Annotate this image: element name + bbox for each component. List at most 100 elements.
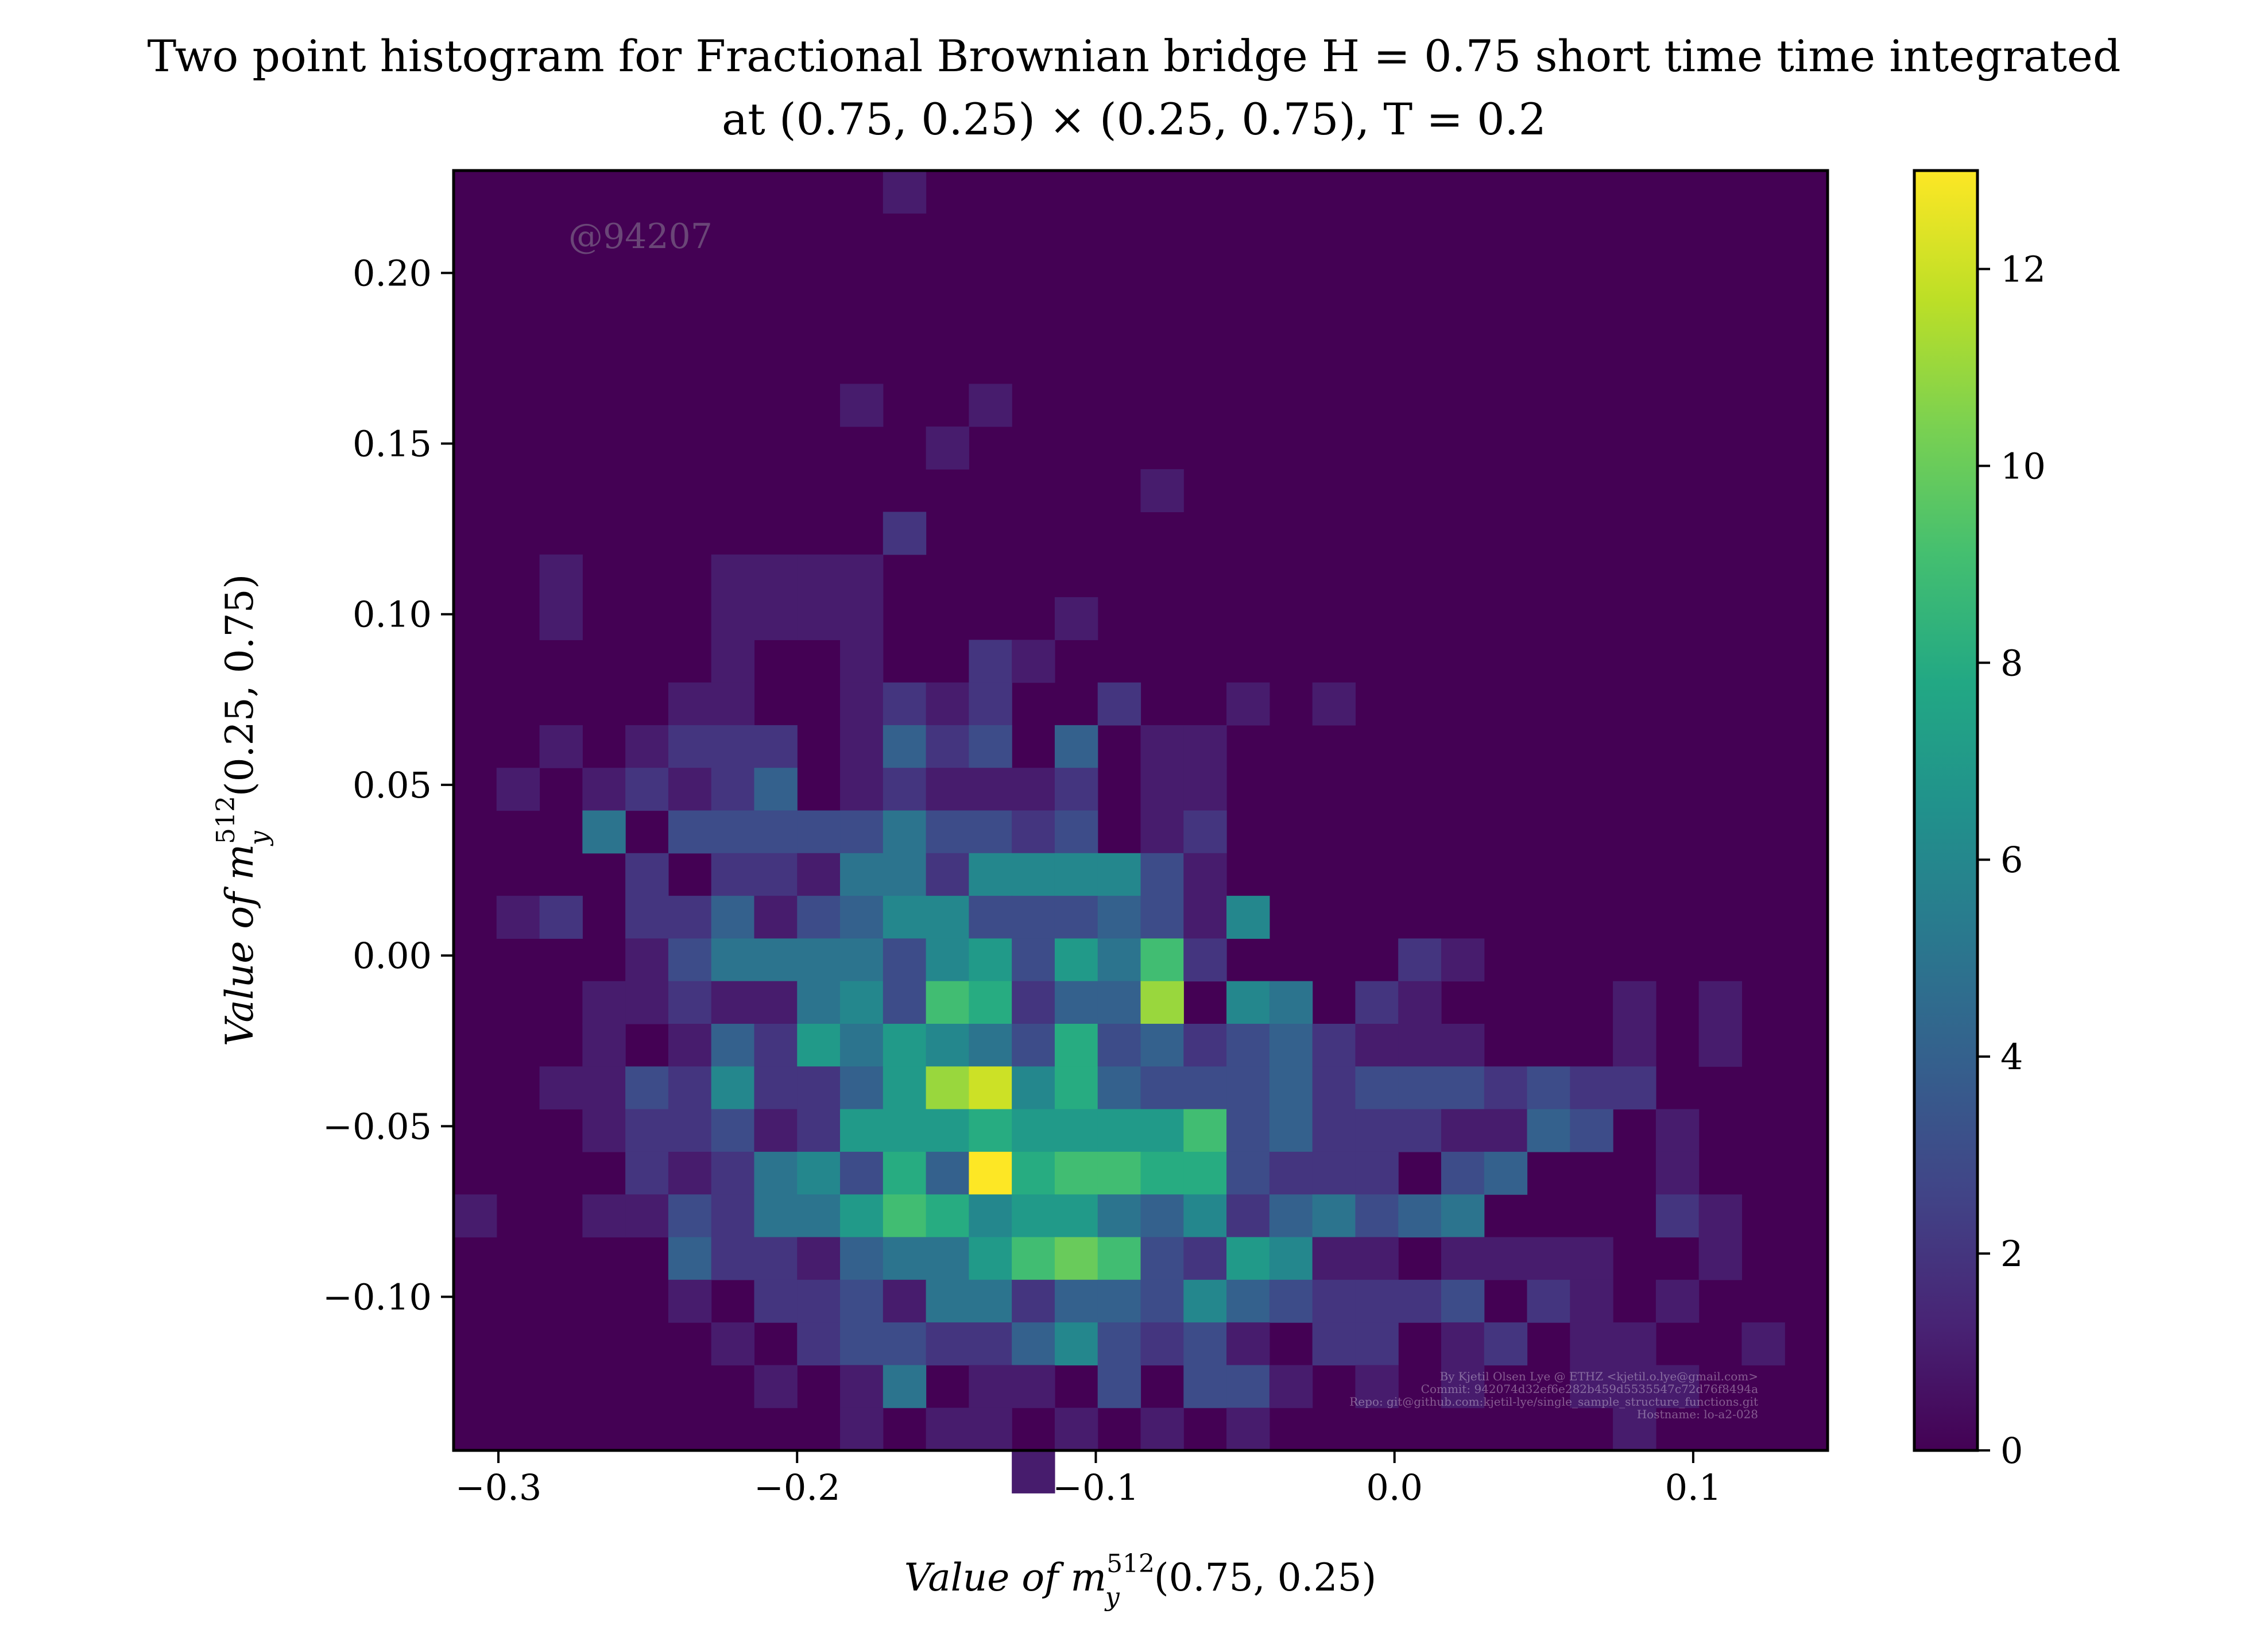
histogram-cell [1655, 1365, 1700, 1408]
histogram-cell [1140, 768, 1184, 811]
histogram-cell [1570, 1322, 1613, 1365]
histogram-cell [1054, 1151, 1098, 1195]
histogram-cell [840, 1322, 884, 1365]
histogram-cell [1570, 1237, 1613, 1280]
histogram-cell [969, 1237, 1012, 1280]
histogram-cell [883, 1151, 927, 1195]
histogram-cell [668, 896, 712, 939]
histogram-cell [711, 597, 755, 640]
histogram-cell [711, 1024, 755, 1067]
histogram-cell [840, 1407, 884, 1451]
histogram-cell [1613, 1365, 1657, 1408]
histogram-cell [668, 938, 712, 982]
histogram-cell [926, 938, 969, 982]
histogram-cell [797, 597, 841, 640]
histogram-cell [1655, 1151, 1700, 1195]
histogram-cell [754, 1109, 798, 1152]
histogram-cell [1183, 1109, 1227, 1152]
watermark-text: @94207 [568, 216, 713, 257]
histogram-cell [883, 1365, 927, 1408]
histogram-cell [1140, 1407, 1184, 1451]
histogram-cell [840, 768, 884, 811]
colorbar [1913, 169, 1979, 1452]
histogram-cell [926, 1194, 969, 1238]
histogram-cell [1484, 1151, 1528, 1195]
histogram-cell [1698, 981, 1743, 1024]
histogram-cell [969, 981, 1012, 1024]
histogram-cell [1441, 1066, 1485, 1110]
histogram-cell [711, 1322, 755, 1365]
histogram-cell [1269, 1365, 1313, 1408]
histogram-cell [539, 597, 583, 640]
histogram-cell [1613, 1407, 1657, 1451]
histogram-cell [496, 768, 540, 811]
histogram-cell [711, 1194, 755, 1238]
colorbar-tick-label: 0 [2000, 1430, 2023, 1472]
histogram-cell [1012, 1151, 1055, 1195]
y-axis-label-post: (0.25, 0.75) [218, 574, 262, 796]
histogram-cell [1570, 1279, 1613, 1323]
histogram-cell [582, 1109, 626, 1152]
histogram-cell [1097, 1151, 1141, 1195]
x-tick-label: 0.1 [1665, 1466, 1722, 1508]
histogram-cell [1140, 938, 1184, 982]
colorbar-tick-label: 2 [2000, 1233, 2023, 1275]
histogram-cell [840, 981, 884, 1024]
histogram-cell [1140, 1237, 1184, 1280]
histogram-cell [1570, 1109, 1613, 1152]
x-tick-label: −0.1 [1052, 1466, 1139, 1508]
histogram-cell [1097, 1109, 1141, 1152]
histogram-cell [1183, 768, 1227, 811]
histogram-cell [754, 725, 798, 768]
histogram-cell [582, 1024, 626, 1067]
histogram-cell [668, 1066, 712, 1110]
histogram-cell [754, 1237, 798, 1280]
histogram-cell [797, 810, 841, 854]
histogram-cell [754, 1066, 798, 1110]
y-axis-label-sub: y [245, 830, 274, 846]
histogram-cell [1269, 981, 1313, 1024]
histogram-cell [926, 1151, 969, 1195]
histogram-cell [840, 1066, 884, 1110]
histogram-cell [840, 1109, 884, 1152]
histogram-cell [1097, 1194, 1141, 1238]
histogram-cell [1097, 938, 1141, 982]
x-axis-label-post: (0.75, 0.25) [1154, 1555, 1376, 1600]
histogram-cell [711, 640, 755, 683]
histogram-cell [711, 1237, 755, 1280]
histogram-cell [1312, 1024, 1356, 1067]
histogram-cell [1484, 1066, 1528, 1110]
histogram-cell [1140, 1194, 1184, 1238]
histogram-cell [1655, 1279, 1700, 1323]
histogram-cell [1441, 1024, 1485, 1067]
histogram-cell [754, 810, 798, 854]
x-tick-label: −0.3 [455, 1466, 542, 1508]
histogram-cell [754, 853, 798, 896]
histogram-cell [1054, 1109, 1098, 1152]
histogram-cell [754, 896, 798, 939]
histogram-cell [926, 896, 969, 939]
histogram-cell [883, 1279, 927, 1323]
histogram-cell [1097, 1279, 1141, 1323]
histogram-cell [1097, 896, 1141, 939]
histogram-cell [1312, 1237, 1356, 1280]
histogram-cell [797, 554, 841, 598]
histogram-cell [969, 896, 1012, 939]
histogram-cell [926, 1024, 969, 1067]
y-tick-label: 0.20 [353, 252, 432, 294]
histogram-cell [883, 512, 927, 555]
histogram-cell [1140, 810, 1184, 854]
histogram-cell [883, 1109, 927, 1152]
histogram-cell [1355, 981, 1399, 1024]
histogram-cell [539, 554, 583, 598]
histogram-cell [840, 810, 884, 854]
histogram-cell [926, 1407, 969, 1451]
histogram-cell [797, 1066, 841, 1110]
histogram-cell [1012, 1024, 1055, 1067]
histogram-cell [1698, 1024, 1743, 1067]
histogram-cell [797, 1279, 841, 1323]
y-axis-ticks: −0.10 −0.05 0.00 0.05 0.10 0.15 0.20 [323, 252, 454, 1318]
histogram-cell [797, 1194, 841, 1238]
histogram-cell [1226, 1151, 1270, 1195]
histogram-cell [1054, 1194, 1098, 1238]
